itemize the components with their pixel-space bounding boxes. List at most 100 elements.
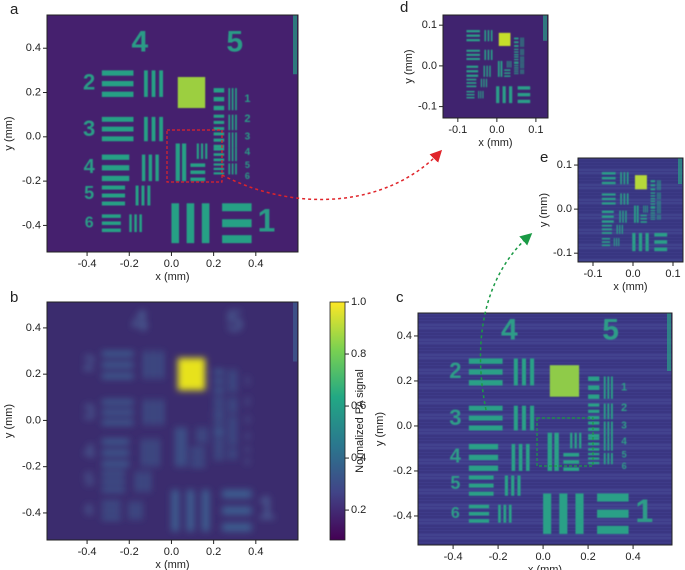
target-bar: [466, 74, 479, 77]
y-tick-label: 0.0: [422, 60, 437, 72]
target-bar: [514, 37, 519, 40]
colorbar-label: Normalized PA signal: [354, 369, 366, 473]
colorbar-tick-label: 0.6: [351, 400, 366, 412]
zoom-arrow: [221, 149, 443, 201]
target-bar: [487, 30, 490, 42]
target-label: 5: [622, 450, 627, 460]
target-bar: [213, 448, 225, 451]
edge-artifact: [293, 302, 297, 362]
target-bar: [213, 88, 225, 93]
target-bar: [205, 427, 208, 444]
target-bar: [101, 136, 134, 142]
target-bar: [151, 70, 156, 97]
y-tick-label: 0.4: [397, 330, 412, 342]
x-tick-label: 0.2: [206, 258, 221, 270]
target-bar: [101, 501, 121, 506]
target-bar: [466, 30, 480, 33]
target-bar: [466, 57, 480, 61]
target-bar: [650, 195, 656, 197]
target-bar: [231, 88, 234, 111]
target-bar: [468, 465, 499, 471]
y-tick-label: -0.4: [22, 219, 41, 231]
x-tick-label: 0.4: [625, 551, 640, 563]
y-axis-label: y (mm): [3, 116, 15, 150]
target-bar: [231, 448, 234, 460]
target-label: 3: [83, 116, 95, 141]
target-bar: [134, 501, 137, 520]
target-bar: [621, 224, 623, 234]
target-bar: [657, 200, 658, 208]
target-bar: [222, 235, 252, 244]
panel-letter: c: [396, 289, 404, 306]
edge-artifact: [667, 313, 671, 371]
target-bar: [228, 163, 231, 175]
target-bar: [466, 34, 480, 37]
target-bar: [159, 116, 164, 142]
target-bar: [613, 237, 615, 247]
target-bar: [490, 30, 493, 42]
target-label: 6: [451, 505, 460, 522]
target-bar: [213, 388, 225, 393]
target-bar: [190, 170, 206, 175]
target-bar: [101, 165, 130, 171]
target-label: 5: [245, 160, 250, 170]
target-bar: [231, 431, 234, 446]
target-bar: [549, 365, 580, 397]
x-tick-label: 0.2: [580, 551, 595, 563]
x-tick-label: 0.0: [164, 546, 179, 558]
target-bar: [623, 193, 626, 205]
target-bar: [222, 523, 252, 532]
target-bar: [135, 471, 139, 493]
target-bar: [650, 180, 656, 183]
target-bar: [611, 403, 613, 420]
target-bar: [636, 205, 639, 223]
target-bar: [213, 114, 225, 118]
colorbar-tick-label: 0.4: [351, 452, 366, 464]
target-bar: [514, 48, 519, 51]
target-bar: [101, 154, 130, 160]
target-label: 6: [245, 456, 250, 466]
target-bar: [181, 427, 187, 467]
target-bar: [520, 48, 522, 56]
target-label: 3: [245, 131, 251, 142]
target-bar: [521, 37, 523, 47]
target-bar: [200, 427, 204, 444]
target-bar: [607, 437, 610, 451]
target-bar: [101, 409, 134, 415]
target-bar: [607, 376, 610, 399]
target-bar: [574, 432, 577, 449]
target-label: 6: [622, 461, 627, 471]
x-tick-label: -0.4: [444, 551, 463, 563]
x-tick-label: 0.1: [528, 124, 543, 136]
target-bar: [213, 410, 225, 414]
target-bar: [634, 205, 636, 223]
target-bar: [468, 415, 503, 421]
target-bar: [521, 56, 523, 63]
target-bar: [144, 116, 148, 142]
target-bar: [616, 237, 618, 247]
target-bar: [205, 143, 208, 159]
colorbar-tick-label: 1.0: [351, 296, 366, 308]
target-bar: [213, 144, 225, 148]
y-tick-label: 0.2: [397, 375, 412, 387]
target-bar: [466, 85, 477, 88]
target-bar: [514, 65, 519, 67]
target-bar: [601, 172, 616, 175]
target-bar: [235, 88, 237, 111]
target-bar: [228, 431, 231, 446]
target-bar: [511, 443, 516, 471]
panel: -0.1 0.0 0.1 -0.1 0.0 0.1 x (mm) y (mm) d: [400, 0, 549, 149]
target-bar: [634, 175, 647, 190]
target-bar: [213, 105, 225, 111]
target-label: 4: [621, 436, 627, 447]
target-bar: [650, 206, 656, 208]
panel-letter: a: [10, 1, 19, 18]
target-bar: [235, 369, 237, 393]
target-bar: [603, 437, 606, 451]
zoom-box: [536, 417, 594, 467]
target-bar: [504, 72, 511, 74]
target-bar: [547, 432, 553, 471]
target-bar: [235, 397, 237, 414]
